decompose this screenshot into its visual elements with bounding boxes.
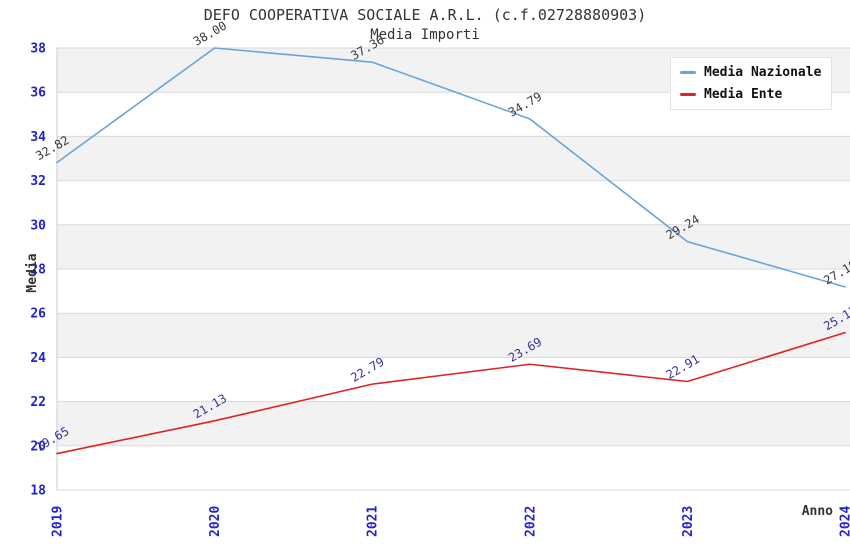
x-tick-label: 2019 [51,506,66,537]
legend-swatch [680,93,696,96]
x-tick-label: 2020 [208,506,223,537]
y-axis-title: Media [25,253,40,293]
chart-title: DEFO COOPERATIVA SOCIALE A.R.L. (c.f.027… [203,6,647,24]
y-tick-label: 22 [30,395,46,410]
legend-label: Media Nazionale [704,65,822,80]
series-line [56,331,846,455]
data-label: 38.00 [191,18,229,48]
x-tick-label: 2024 [839,506,850,537]
data-label: 19.65 [33,424,71,454]
y-tick-label: 38 [30,42,46,57]
y-tick-label: 20 [30,439,46,454]
legend-label: Media Ente [704,87,783,102]
plot-band [57,313,850,358]
plot-band [57,136,850,181]
plot-band [57,401,850,446]
x-tick-label: 2021 [366,506,381,537]
legend: Media Nazionale Media Ente [670,57,833,110]
legend-swatch [680,71,696,74]
plot-band [57,224,850,269]
y-tick-label: 30 [30,218,46,233]
y-tick-label: 34 [30,130,46,145]
data-label: 22.79 [348,355,386,385]
x-axis-title: Anno [801,504,833,519]
y-tick-label: 32 [30,174,46,189]
data-label: 34.79 [506,89,544,119]
y-tick-label: 26 [30,307,46,322]
x-tick-label: 2023 [681,506,696,537]
y-tick-label: 24 [30,351,46,366]
legend-item: Media Nazionale [680,65,821,80]
y-tick-label: 36 [30,86,46,101]
y-tick-label: 18 [30,484,46,499]
chart-subtitle: Media Importi [370,27,480,43]
legend-item: Media Ente [680,87,821,102]
x-tick-label: 2022 [523,506,538,537]
series-line [56,47,846,288]
y-tick-label: 28 [30,263,46,278]
